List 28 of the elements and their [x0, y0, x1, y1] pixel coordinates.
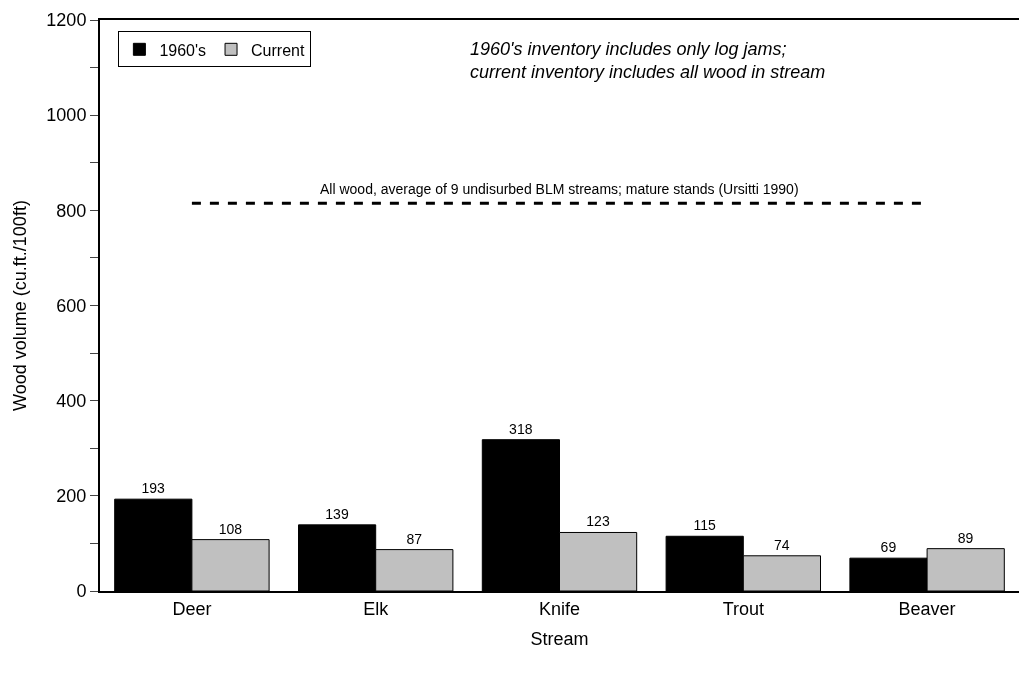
- y-tick-label: 600: [56, 295, 87, 316]
- data-label: 89: [957, 529, 974, 546]
- ref-line-label: All wood, average of 9 undisurbed BLM streams; mature stands (Ursitti 1990): [320, 181, 799, 197]
- data-label: 115: [693, 517, 716, 534]
- legend-label: Current: [251, 41, 305, 59]
- y-tick-label: 400: [56, 390, 87, 411]
- data-label: 69: [880, 539, 897, 556]
- data-label: 123: [586, 513, 610, 530]
- legend-label: 1960's: [159, 41, 207, 59]
- y-tick-label: 0: [76, 581, 87, 602]
- data-label: 193: [141, 480, 166, 497]
- y-tick-label: 1200: [46, 10, 87, 31]
- data-label: 108: [218, 520, 243, 537]
- x-tick-label: Trout: [722, 598, 764, 619]
- x-tick-label: Elk: [363, 598, 390, 619]
- data-label: 318: [509, 420, 533, 437]
- x-tick-label: Knife: [538, 598, 581, 619]
- x-axis-title: Stream: [530, 629, 589, 650]
- data-label: 139: [325, 505, 349, 522]
- data-label: 87: [406, 530, 423, 547]
- y-tick-label: 200: [56, 486, 87, 507]
- y-tick-label: 800: [56, 200, 87, 221]
- x-tick-label: Beaver: [898, 598, 956, 619]
- annotation: 1960's inventory includes only log jams; current inventory includes all wood in stream: [470, 39, 826, 83]
- x-tick-label: Deer: [172, 598, 212, 619]
- y-tick-label: 1000: [46, 105, 87, 126]
- data-label: 74: [774, 536, 790, 553]
- y-axis-title: Wood volume (cu.ft./100ft): [10, 200, 31, 411]
